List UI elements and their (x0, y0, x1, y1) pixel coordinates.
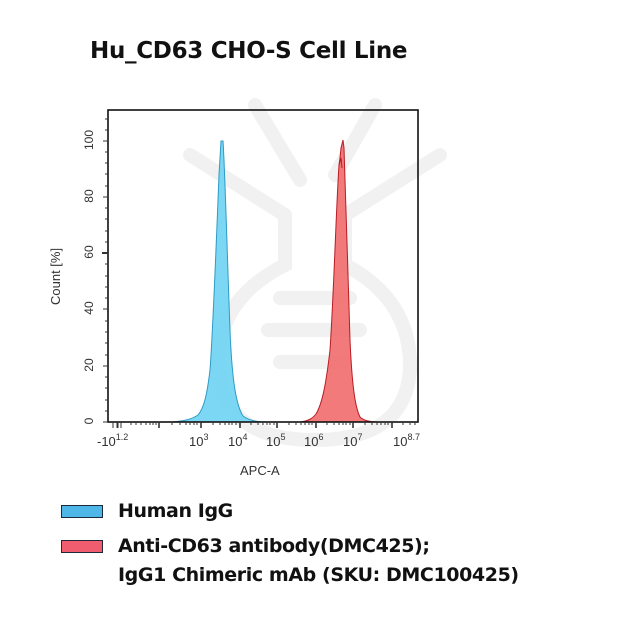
plot-frame (107, 109, 419, 423)
x-tick-10-3: 103 (189, 432, 209, 449)
y-axis-label: Count [%] (48, 247, 63, 305)
y-tick-80: 80 (82, 189, 96, 203)
x-tick-10-5: 105 (266, 432, 286, 449)
series-anti-cd63 (299, 139, 379, 423)
x-axis-label: APC-A (240, 463, 280, 478)
series-human-igg (171, 140, 269, 423)
x-tick-10-4: 104 (228, 432, 248, 449)
legend-swatch-anti-cd63 (61, 540, 103, 553)
legend-swatch-anti-cd63-wrap (61, 534, 103, 553)
y-tick-0: 0 (82, 417, 96, 425)
x-tick-10-7: 107 (343, 432, 363, 449)
x-tick-neg-10-1.2: -101.2 (97, 432, 129, 449)
legend-swatch-human-igg-wrap (61, 499, 103, 518)
y-axis-ticks (102, 118, 108, 423)
x-tick-10-8.7: 108.7 (393, 432, 420, 449)
legend-label-anti-cd63-line2: IgG1 Chimeric mAb (SKU: DMC100425) (118, 564, 519, 586)
y-tick-20: 20 (82, 358, 96, 372)
legend-swatch-human-igg (61, 505, 103, 518)
chart-title: Hu_CD63 CHO-S Cell Line (90, 38, 408, 64)
x-tick-10-6: 106 (304, 432, 324, 449)
legend-label-human-igg: Human IgG (118, 500, 233, 522)
y-tick-100: 100 (82, 129, 96, 151)
legend-label-anti-cd63-line1: Anti-CD63 antibody(DMC425); (118, 535, 430, 557)
y-tick-40: 40 (82, 301, 96, 315)
y-tick-60: 60 (82, 245, 96, 259)
x-axis-ticks (112, 422, 416, 428)
